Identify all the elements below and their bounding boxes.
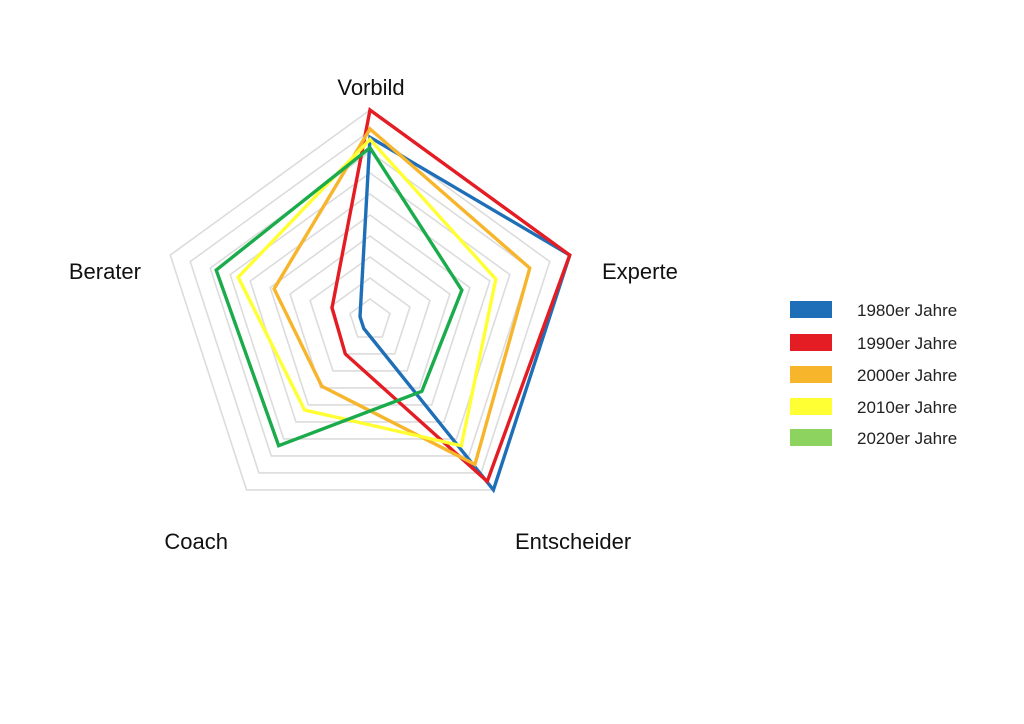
series-line-2020er-jahre xyxy=(214,145,464,448)
legend-label-1980: 1980er Jahre xyxy=(857,301,957,320)
axis-labels: Vorbild Experte Entscheider Coach Berate… xyxy=(69,75,678,554)
grid-ring-1 xyxy=(349,298,391,338)
legend-swatch-2000 xyxy=(790,366,832,383)
axis-label-berater: Berater xyxy=(69,259,141,284)
grid-ring-2 xyxy=(329,277,411,355)
series-line-2010er-jahre xyxy=(236,136,498,448)
grid-ring-4 xyxy=(289,235,451,389)
legend-label-1990: 1990er Jahre xyxy=(857,334,957,353)
legend-label-2020: 2020er Jahre xyxy=(857,429,957,448)
legend-swatch-2020 xyxy=(790,429,832,446)
legend-label-2000: 2000er Jahre xyxy=(857,366,957,385)
grid-ring-3 xyxy=(309,256,431,372)
radar-series xyxy=(214,107,572,494)
series-line-1990er-jahre xyxy=(330,107,572,485)
radar-grid xyxy=(169,109,571,491)
axis-label-coach: Coach xyxy=(164,529,228,554)
legend: 1980er Jahre 1990er Jahre 2000er Jahre 2… xyxy=(790,301,957,448)
grid-ring-9 xyxy=(189,130,551,474)
axis-label-vorbild: Vorbild xyxy=(337,75,404,100)
series-line-2000er-jahre xyxy=(272,126,532,467)
grid-ring-6 xyxy=(249,193,491,423)
axis-label-experte: Experte xyxy=(602,259,678,284)
legend-swatch-1980 xyxy=(790,301,832,318)
grid-ring-8 xyxy=(209,151,531,457)
legend-swatch-2010 xyxy=(790,398,832,415)
legend-swatch-1990 xyxy=(790,334,832,351)
legend-label-2010: 2010er Jahre xyxy=(857,398,957,417)
grid-ring-7 xyxy=(229,172,511,440)
axis-label-entscheider: Entscheider xyxy=(515,529,631,554)
series-line-1980er-jahre xyxy=(358,134,572,494)
